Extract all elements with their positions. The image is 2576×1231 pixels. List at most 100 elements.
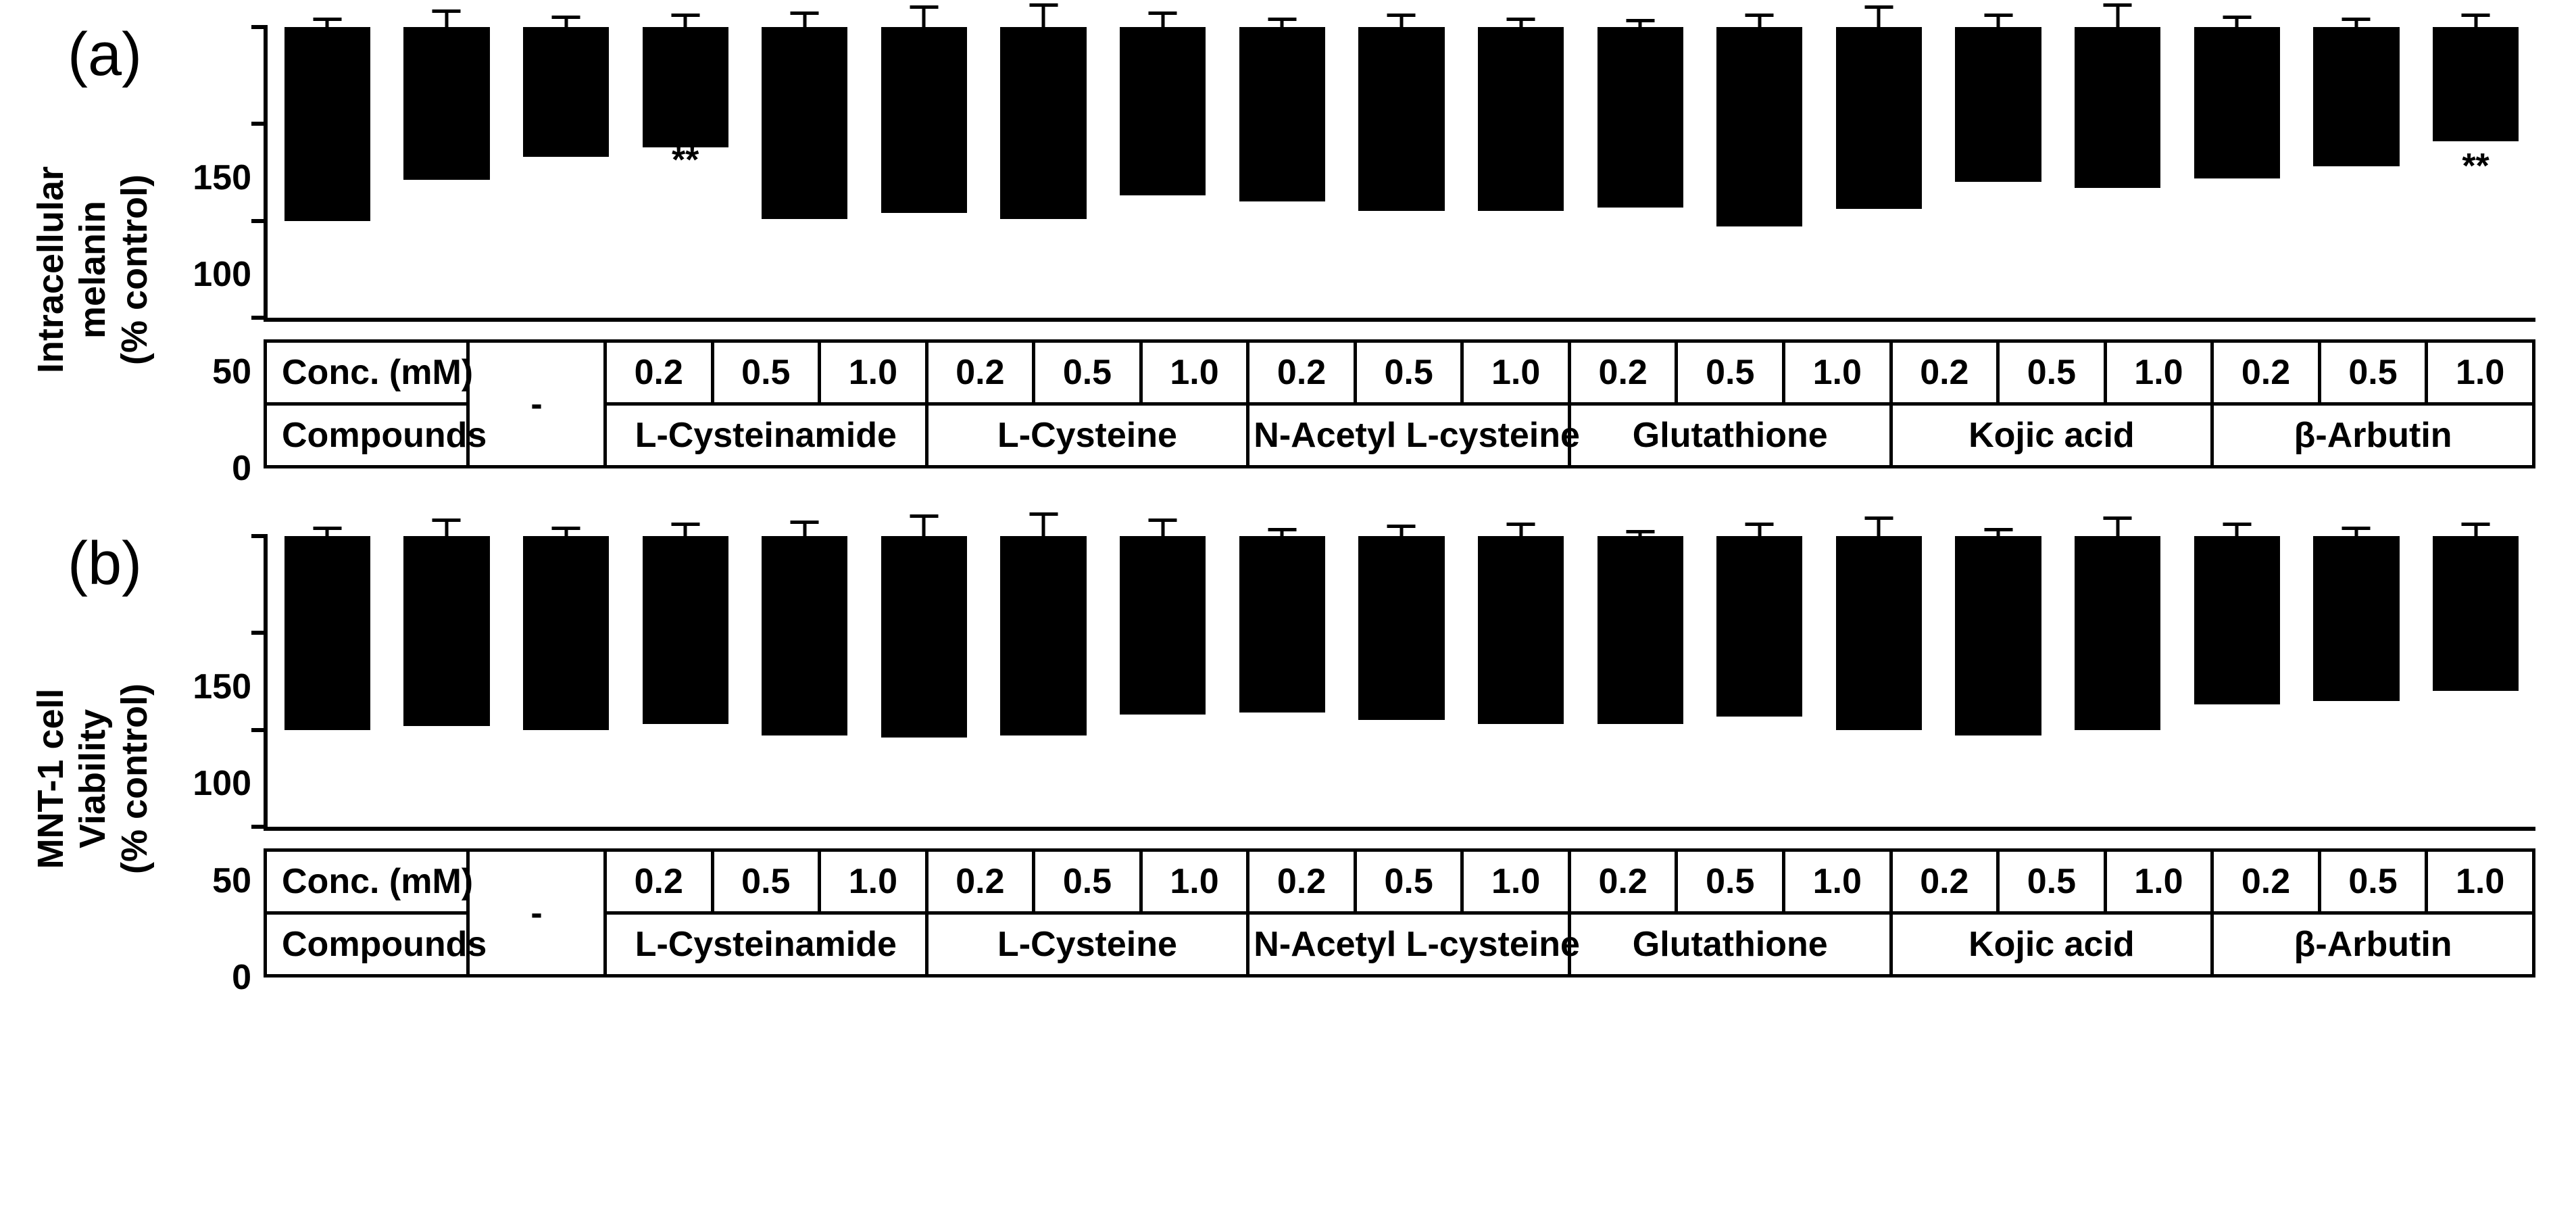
bar-slot: **	[2416, 536, 2535, 827]
ytick-mark	[251, 219, 268, 223]
error-bar	[1042, 5, 1045, 27]
compound-cell: L-Cysteine	[926, 404, 1248, 467]
ytick-label: 0	[232, 957, 251, 998]
panel-a-ylabel-wrap: Intracellular melanin (% control)	[41, 27, 189, 468]
conc-cell: 1.0	[820, 850, 927, 913]
compound-cell: Kojic acid	[1891, 404, 2212, 467]
bar-slot: *	[2177, 536, 2297, 827]
bar	[1478, 27, 1564, 211]
panel-a-yticks: 050100150	[189, 27, 264, 468]
table-row-label-compounds: Compounds	[266, 404, 468, 467]
conc-cell: 1.0	[2105, 341, 2212, 404]
bar-slot	[984, 27, 1104, 318]
bar-slot	[1342, 536, 1462, 827]
conc-cell: 0.5	[1034, 341, 1141, 404]
bar-slot	[1700, 536, 1820, 827]
conc-cell: 1.0	[2105, 850, 2212, 913]
panel-a-plot-and-table: *************** Conc. (mM)-0.20.51.00.20…	[264, 27, 2535, 468]
error-bar	[326, 20, 329, 27]
error-bar	[326, 529, 329, 536]
panel-b-axis-area: MNT-1 cell Viability (% control) 0501001…	[41, 536, 2535, 977]
ytick-label: 100	[193, 254, 251, 295]
conc-cell: 0.5	[2319, 341, 2427, 404]
conc-cell: 0.5	[1034, 850, 1141, 913]
bar-slot: **	[506, 27, 626, 318]
bar	[1120, 27, 1206, 195]
conc-cell: 1.0	[1784, 850, 1891, 913]
bar	[284, 536, 370, 730]
ytick-label: 150	[193, 158, 251, 198]
bar	[284, 27, 370, 221]
error-bar	[2354, 20, 2358, 27]
bar-slot: **	[2297, 27, 2417, 318]
bar	[881, 27, 967, 213]
control-dash-cell: -	[468, 850, 605, 976]
control-dash-cell: -	[468, 341, 605, 467]
bar-slot: **	[626, 27, 745, 318]
panel-a-plot: ***************	[264, 27, 2535, 322]
panel-b: (b) MNT-1 cell Viability (% control) 050…	[41, 536, 2535, 977]
bar-slot	[1222, 27, 1342, 318]
ylabel-line: (% control)	[114, 683, 155, 874]
panel-a-axis-area: Intracellular melanin (% control) 050100…	[41, 27, 2535, 468]
panel-b-bars: *****	[268, 536, 2535, 827]
bar	[1836, 536, 1922, 730]
bar-slot	[1103, 536, 1222, 827]
conc-cell: 0.2	[1248, 850, 1356, 913]
panel-b-ylabel-wrap: MNT-1 cell Viability (% control)	[41, 536, 189, 977]
panel-b-table: Conc. (mM)-0.20.51.00.20.51.00.20.51.00.…	[264, 848, 2535, 977]
conc-cell: 0.5	[712, 341, 820, 404]
error-bar	[2474, 525, 2477, 536]
compound-cell: N-Acetyl L-cysteine	[1248, 404, 1570, 467]
bar	[1120, 536, 1206, 715]
bar-slot: **	[2177, 27, 2297, 318]
bar	[1358, 536, 1444, 720]
error-bar	[1400, 527, 1403, 536]
bar-slot	[984, 536, 1104, 827]
conc-cell: 0.5	[712, 850, 820, 913]
bar-slot	[268, 27, 387, 318]
ytick-label: 0	[232, 448, 251, 489]
compound-cell: Glutathione	[1569, 913, 1891, 976]
error-bar	[564, 18, 568, 27]
bar	[2313, 27, 2399, 166]
bar	[1478, 536, 1564, 724]
panel-b-ylabel: MNT-1 cell Viability (% control)	[30, 683, 155, 874]
error-bar	[1281, 20, 1284, 27]
error-bar	[2116, 518, 2119, 536]
conc-cell: 0.2	[1569, 850, 1677, 913]
bar-slot	[1342, 27, 1462, 318]
conc-cell: 1.0	[1141, 341, 1248, 404]
compound-cell: Glutathione	[1569, 404, 1891, 467]
bar	[1836, 27, 1922, 209]
figure-root: (a) Intracellular melanin (% control) 05…	[0, 0, 2576, 1086]
conc-cell: 0.5	[1998, 341, 2106, 404]
bar-slot	[864, 27, 984, 318]
bar	[1716, 536, 1802, 717]
bar	[403, 27, 489, 180]
bar	[1239, 536, 1325, 713]
bar-slot	[1581, 536, 1700, 827]
error-bar	[684, 16, 687, 27]
error-bar	[2235, 18, 2239, 27]
compound-cell: Kojic acid	[1891, 913, 2212, 976]
bar-slot	[1819, 536, 1939, 827]
conc-cell: 1.0	[1141, 850, 1248, 913]
error-bar	[2474, 16, 2477, 27]
error-bar	[1042, 514, 1045, 536]
error-bar	[1161, 14, 1164, 27]
error-bar	[803, 14, 806, 27]
panel-b-yticks: 050100150	[189, 536, 264, 977]
bar	[1597, 27, 1683, 208]
conc-cell: 0.5	[2319, 850, 2427, 913]
error-bar	[1519, 525, 1522, 536]
bar	[762, 27, 847, 219]
ytick-mark	[251, 316, 268, 320]
error-bar	[1161, 521, 1164, 536]
conc-cell: 0.2	[926, 341, 1034, 404]
bar	[1239, 27, 1325, 201]
conc-cell: 0.2	[1891, 850, 1998, 913]
ytick-label: 50	[212, 352, 251, 392]
error-bar	[1519, 20, 1522, 27]
bar-slot	[1461, 27, 1581, 318]
